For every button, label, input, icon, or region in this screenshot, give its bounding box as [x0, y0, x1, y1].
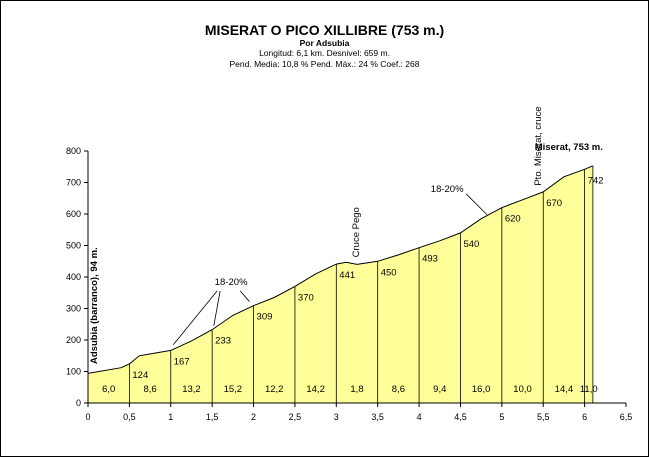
altitude-label: 441: [339, 270, 355, 281]
y-tick-label: 400: [66, 272, 81, 282]
gradient-label: 12,2: [265, 384, 284, 395]
gradient-label: 14,2: [306, 384, 325, 395]
gradient-label: 8,6: [143, 384, 156, 395]
gradient-label: 9,4: [433, 384, 446, 395]
x-tick-label: 1,5: [206, 412, 219, 422]
y-tick-label: 600: [66, 209, 81, 219]
x-tick-label: 3: [334, 412, 339, 422]
x-tick-label: 5,5: [537, 412, 550, 422]
altitude-label: 450: [381, 267, 397, 278]
y-tick-label: 200: [66, 335, 81, 345]
gradient-label: 8,6: [392, 384, 405, 395]
steep-pointer: [239, 290, 250, 302]
chart-subtitle: Por Adsubia: [299, 38, 350, 48]
x-tick-label: 1: [168, 412, 173, 422]
altitude-label: 124: [132, 370, 148, 381]
altitude-label: 233: [215, 336, 231, 347]
y-tick-label: 0: [76, 398, 81, 408]
altitude-label: 309: [257, 312, 273, 323]
steep-pointer: [213, 290, 221, 326]
gradient-label: 14,4: [555, 384, 574, 395]
gradient-label: 13,2: [182, 384, 201, 395]
chart-title: MISERAT O PICO XILLIBRE (753 m.): [204, 22, 445, 38]
steep-label-1: 18-20%: [215, 277, 248, 288]
gradient-label: 10,0: [513, 384, 532, 395]
start-annotation: Adsubia (barranco), 94 m.: [89, 247, 100, 364]
x-tick-label: 2: [251, 412, 256, 422]
y-tick-label: 500: [66, 241, 81, 251]
altitude-label: 620: [505, 214, 521, 225]
steep-pointer: [172, 290, 218, 345]
altitude-label: 370: [298, 292, 314, 303]
altitude-label: 493: [422, 254, 438, 265]
gradient-label: 15,2: [224, 384, 243, 395]
chart-info-line-2: Pend. Media: 10,8 % Pend. Máx.: 24 % Coe…: [229, 59, 420, 69]
x-tick-label: 2,5: [289, 412, 302, 422]
gradient-label: 1,8: [350, 384, 363, 395]
y-tick-label: 800: [66, 146, 81, 156]
x-tick-label: 4,5: [454, 412, 467, 422]
steep-label-2: 18-20%: [431, 184, 464, 195]
profile-area: [88, 165, 593, 403]
steep-pointer: [465, 193, 488, 215]
x-tick-label: 6: [582, 412, 587, 422]
gradient-label: 16,0: [472, 384, 491, 395]
y-tick-label: 100: [66, 367, 81, 377]
x-tick-label: 0: [85, 412, 90, 422]
altitude-label: 540: [463, 239, 479, 250]
pto-miserat-annotation: Pto. Miserat, cruce: [533, 106, 544, 185]
x-tick-label: 6,5: [620, 412, 633, 422]
x-tick-label: 5: [499, 412, 504, 422]
cruce-pego-annotation: Cruce Pego: [351, 207, 362, 257]
altitude-label: 670: [546, 198, 562, 209]
x-tick-label: 0,5: [123, 412, 136, 422]
chart-info-line-1: Longitud: 6,1 km. Desnivel: 659 m.: [259, 48, 390, 58]
altitude-label: 742: [588, 175, 604, 186]
x-tick-label: 4: [417, 412, 422, 422]
gradient-label: 11,0: [580, 384, 598, 395]
profile-line: [87, 165, 594, 374]
altitude-label: 167: [174, 356, 190, 367]
summit-annotation: Miserat, 753 m.: [535, 142, 603, 153]
x-tick-label: 3,5: [371, 412, 384, 422]
y-tick-label: 300: [66, 304, 81, 314]
y-tick-label: 700: [66, 178, 81, 188]
gradient-label: 6,0: [102, 384, 115, 395]
